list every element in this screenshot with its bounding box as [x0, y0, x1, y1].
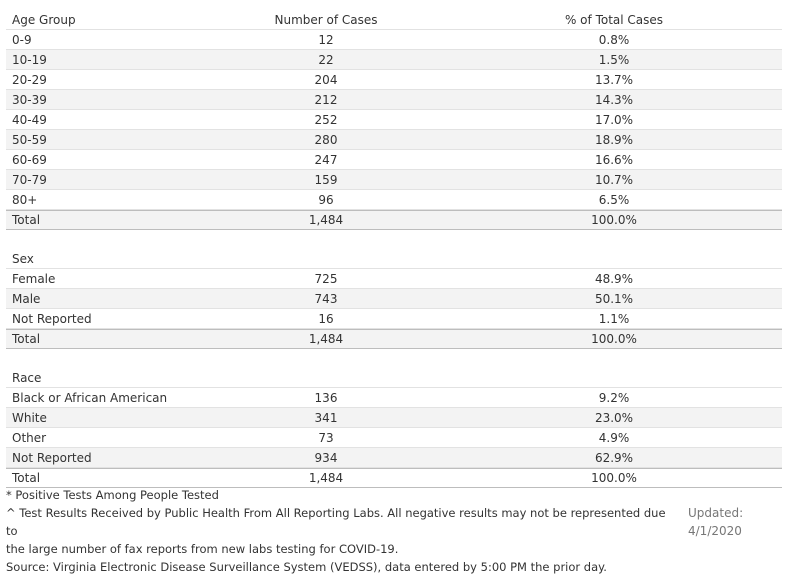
row-label: 20-29	[12, 72, 47, 87]
row-pct: 14.3%	[594, 92, 634, 107]
table-row: 20-29 204 13.7%	[6, 70, 782, 90]
row-pct: 48.9%	[594, 271, 634, 286]
total-row-race: Total 1,484 100.0%	[6, 468, 782, 488]
row-pct: 18.9%	[594, 132, 634, 147]
row-cases: 247	[314, 152, 338, 167]
row-pct: 1.5%	[598, 52, 630, 67]
table-row: Not Reported 934 62.9%	[6, 448, 782, 468]
row-label: 70-79	[12, 172, 47, 187]
row-cases: 16	[318, 311, 334, 326]
row-pct: 23.0%	[594, 410, 634, 425]
row-label: Not Reported	[12, 450, 92, 465]
section-title: Race	[12, 370, 42, 385]
row-cases: 12	[318, 32, 334, 47]
row-label: 60-69	[12, 152, 47, 167]
table-header-row: Age Group Number of Cases % of Total Cas…	[6, 10, 782, 30]
row-pct: 100.0%	[591, 332, 637, 346]
row-label: White	[12, 410, 47, 425]
row-label: Black or African American	[12, 390, 168, 405]
row-label: 0-9	[12, 32, 32, 47]
table-row: Black or African American 136 9.2%	[6, 388, 782, 408]
section-title: Sex	[12, 251, 34, 266]
row-pct: 17.0%	[594, 112, 634, 127]
section-heading-sex: Sex	[6, 249, 782, 269]
row-label: Not Reported	[12, 311, 92, 326]
demographics-table: Age Group Number of Cases % of Total Cas…	[6, 10, 782, 488]
table-row: 40-49 252 17.0%	[6, 110, 782, 130]
row-label: Female	[12, 271, 56, 286]
row-cases: 934	[314, 450, 338, 465]
row-cases: 136	[314, 390, 338, 405]
row-pct: 62.9%	[594, 450, 634, 465]
footnotes: * Positive Tests Among People Tested ^ T…	[6, 486, 676, 576]
header-number-of-cases: Number of Cases	[274, 12, 378, 27]
row-pct: 50.1%	[594, 291, 634, 306]
total-row-age: Total 1,484 100.0%	[6, 210, 782, 230]
table-row: Other 73 4.9%	[6, 428, 782, 448]
row-pct: 100.0%	[591, 213, 637, 227]
row-label: Other	[12, 430, 47, 445]
row-label: 10-19	[12, 52, 47, 67]
row-pct: 0.8%	[598, 32, 630, 47]
row-cases: 212	[314, 92, 338, 107]
row-pct: 6.5%	[598, 192, 630, 207]
section-gap	[6, 349, 782, 368]
row-cases: 73	[318, 430, 334, 445]
footnote-test-results: ^ Test Results Received by Public Health…	[6, 506, 666, 538]
table-row: 80+ 96 6.5%	[6, 190, 782, 210]
table-row: 60-69 247 16.6%	[6, 150, 782, 170]
updated-label: Updated:	[688, 506, 744, 520]
row-label: Male	[12, 291, 41, 306]
row-label: 30-39	[12, 92, 47, 107]
row-cases: 252	[314, 112, 338, 127]
table-row: Male 743 50.1%	[6, 289, 782, 309]
table-row: 50-59 280 18.9%	[6, 130, 782, 150]
table-row: 10-19 22 1.5%	[6, 50, 782, 70]
section-gap	[6, 230, 782, 249]
header-age-group: Age Group	[12, 12, 76, 27]
row-cases: 22	[318, 52, 334, 67]
row-label: 80+	[12, 192, 38, 207]
row-cases: 743	[314, 291, 338, 306]
row-cases: 1,484	[308, 471, 344, 485]
row-pct: 13.7%	[594, 72, 634, 87]
footnote-source: Source: Virginia Electronic Disease Surv…	[6, 560, 607, 574]
row-cases: 204	[314, 72, 338, 87]
footnote-test-results-cont: the large number of fax reports from new…	[6, 542, 399, 556]
row-pct: 1.1%	[598, 311, 630, 326]
row-cases: 159	[314, 172, 338, 187]
updated-stamp: Updated: 4/1/2020	[688, 504, 743, 540]
row-label: 40-49	[12, 112, 47, 127]
row-cases: 1,484	[308, 213, 344, 227]
row-pct: 9.2%	[598, 390, 630, 405]
row-label: Total	[12, 471, 41, 485]
table-row: 0-9 12 0.8%	[6, 30, 782, 50]
header-percent-total: % of Total Cases	[564, 12, 664, 27]
row-cases: 1,484	[308, 332, 344, 346]
row-cases: 280	[314, 132, 338, 147]
row-label: 50-59	[12, 132, 47, 147]
row-label: Total	[12, 213, 41, 227]
table-row: 70-79 159 10.7%	[6, 170, 782, 190]
table-row: White 341 23.0%	[6, 408, 782, 428]
footnote-positive-tests: * Positive Tests Among People Tested	[6, 488, 219, 502]
row-label: Total	[12, 332, 41, 346]
row-pct: 16.6%	[594, 152, 634, 167]
row-cases: 725	[314, 271, 338, 286]
row-cases: 96	[318, 192, 334, 207]
table-row: Female 725 48.9%	[6, 269, 782, 289]
row-cases: 341	[314, 410, 338, 425]
row-pct: 100.0%	[591, 471, 637, 485]
section-heading-race: Race	[6, 368, 782, 388]
table-row: 30-39 212 14.3%	[6, 90, 782, 110]
total-row-sex: Total 1,484 100.0%	[6, 329, 782, 349]
table-row: Not Reported 16 1.1%	[6, 309, 782, 329]
row-pct: 4.9%	[598, 430, 630, 445]
updated-date: 4/1/2020	[688, 524, 742, 538]
row-pct: 10.7%	[594, 172, 634, 187]
